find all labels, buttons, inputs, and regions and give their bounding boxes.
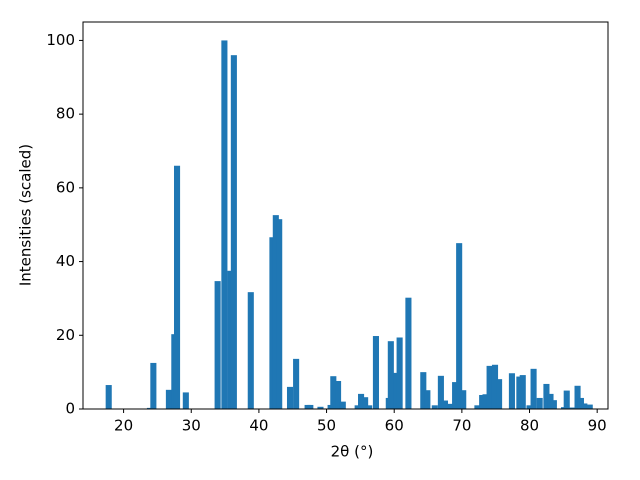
bar — [272, 215, 279, 409]
y-tick-label: 100 — [46, 31, 75, 49]
bar — [182, 392, 189, 409]
bar — [269, 237, 276, 409]
bar — [372, 336, 379, 409]
bar — [173, 165, 181, 409]
bar — [335, 380, 342, 409]
bar — [405, 297, 412, 409]
x-tick-label: 60 — [385, 417, 404, 435]
bar — [420, 372, 427, 409]
bar — [214, 281, 221, 409]
bar — [146, 407, 154, 409]
x-tick-label: 70 — [452, 417, 471, 435]
bar — [441, 400, 448, 409]
bar — [536, 397, 543, 409]
bar — [247, 292, 254, 409]
x-tick-label: 90 — [588, 417, 607, 435]
bar — [221, 40, 228, 410]
bar — [354, 405, 361, 409]
bar — [486, 365, 493, 409]
bar — [508, 373, 515, 409]
bar — [437, 375, 444, 409]
bar — [456, 243, 463, 409]
bar — [150, 362, 157, 409]
bar — [366, 405, 373, 409]
bar — [387, 341, 394, 409]
bar — [317, 406, 324, 409]
bar — [543, 383, 550, 409]
bar — [491, 364, 499, 409]
bar — [496, 379, 503, 409]
x-tick-label: 20 — [114, 417, 133, 435]
bar — [482, 394, 489, 409]
bar — [516, 376, 523, 409]
y-tick-label: 80 — [56, 105, 75, 123]
bar — [293, 358, 300, 409]
x-axis-label: 2θ (°) — [331, 443, 374, 461]
bar — [460, 390, 467, 409]
y-tick-label: 20 — [56, 326, 75, 344]
y-tick-label: 0 — [65, 400, 75, 418]
bar — [276, 219, 283, 409]
bar — [581, 403, 588, 409]
x-tick-label: 50 — [317, 417, 336, 435]
bar — [447, 403, 455, 409]
bar — [519, 375, 526, 409]
y-tick-label: 40 — [56, 252, 75, 270]
x-tick-label: 30 — [182, 417, 201, 435]
bar — [574, 385, 581, 409]
bar — [230, 55, 237, 410]
bar — [569, 407, 576, 409]
x-tick-label: 40 — [249, 417, 268, 435]
bar — [424, 390, 431, 409]
bar — [227, 270, 234, 409]
bar — [286, 386, 294, 409]
bar — [474, 405, 481, 409]
bar — [396, 337, 403, 409]
bar — [479, 394, 486, 409]
bar — [563, 390, 570, 409]
bar — [586, 404, 593, 409]
plot-frame — [82, 21, 609, 410]
bar — [431, 405, 438, 409]
x-tick-label: 80 — [520, 417, 539, 435]
bar — [330, 376, 337, 409]
bar — [577, 397, 584, 409]
bar — [547, 393, 554, 409]
y-tick-label: 60 — [56, 178, 75, 196]
bar — [452, 382, 459, 409]
bar — [165, 389, 172, 409]
bar — [362, 397, 369, 409]
bar — [393, 372, 400, 409]
y-axis-label: Intensities (scaled) — [17, 144, 35, 286]
bar — [526, 405, 533, 409]
bar — [307, 404, 314, 409]
bar — [530, 368, 537, 409]
bar — [358, 393, 365, 409]
bar — [339, 401, 346, 409]
bar — [105, 385, 112, 409]
bar — [550, 400, 557, 409]
